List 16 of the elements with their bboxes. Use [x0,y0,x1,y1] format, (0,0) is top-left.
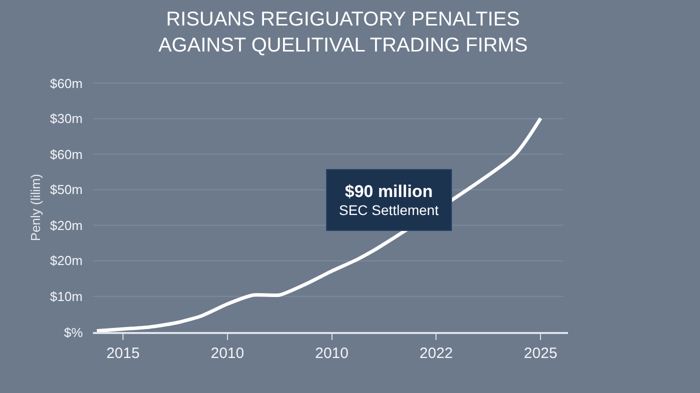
text: $20m [50,218,83,233]
x-tick-label: 2010 [210,344,244,362]
text: $% [64,325,84,340]
text: $60m [50,76,83,91]
chart-title: RISUANS REGIGUATORY PENALTIES AGAINST QUELITIVAL TRADING FIRMS [158,8,528,57]
text: $50m [50,182,83,197]
x-tick-label: 2010 [315,344,348,362]
text: $20m [50,253,83,268]
text: $60m [50,147,83,162]
x-tick-label: 2025 [524,344,558,362]
annotation: $90 million SEC Settlement [339,182,439,218]
y-axis-title: Penly (lilim) [28,174,43,242]
text: $10m [50,289,83,304]
text: $30m [50,111,83,126]
x-tick-label: 2015 [106,344,140,362]
x-tick-label: 2022 [420,344,453,362]
